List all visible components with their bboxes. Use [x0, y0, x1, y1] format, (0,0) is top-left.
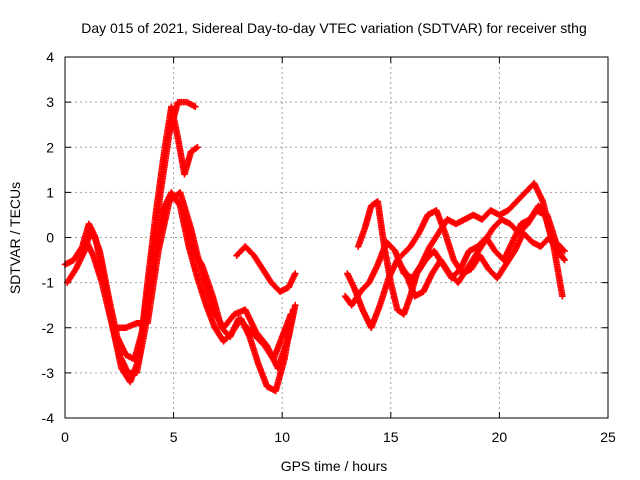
- data-points: [61, 98, 568, 395]
- data-point-marker: [561, 256, 568, 264]
- series-1: [61, 103, 201, 386]
- data-point-marker: [194, 143, 201, 151]
- data-point-marker: [291, 301, 299, 309]
- series-6: [233, 243, 299, 295]
- x-tick-label: 5: [170, 429, 178, 445]
- data-point-marker: [192, 103, 199, 110]
- data-point-marker: [561, 247, 568, 255]
- axis-ticks: 0 5 10 15 20 25 -4 -3 -2 -1 0 1 2 3 4: [42, 49, 616, 445]
- y-tick-label: -3: [42, 365, 55, 381]
- data-point-marker: [560, 255, 567, 263]
- y-tick-label: 2: [46, 139, 54, 155]
- series-7: [341, 180, 564, 309]
- data-point-marker: [192, 144, 200, 152]
- series-5: [178, 198, 295, 363]
- x-tick-label: 15: [383, 429, 399, 445]
- x-tick-label: 0: [61, 429, 69, 445]
- data-point-marker: [560, 246, 567, 254]
- y-tick-label: -1: [42, 275, 55, 291]
- data-point-marker: [291, 270, 299, 277]
- y-axis-label: SDTVAR / TECUs: [7, 182, 23, 294]
- x-tick-label: 10: [274, 429, 290, 445]
- chart-title: Day 015 of 2021, Sidereal Day-to-day VTE…: [81, 20, 587, 36]
- x-tick-label: 20: [492, 429, 508, 445]
- plot-frame: [64, 56, 609, 419]
- y-tick-label: 4: [46, 49, 54, 65]
- series-4: [111, 189, 299, 372]
- y-tick-label: 1: [46, 184, 54, 200]
- series-9: [354, 198, 568, 318]
- y-tick-label: 0: [46, 230, 54, 246]
- y-tick-label: 3: [46, 94, 54, 110]
- data-point-marker: [559, 292, 566, 300]
- series-10: [398, 207, 568, 282]
- data-point-marker: [287, 310, 295, 318]
- y-tick-label: -2: [42, 320, 55, 336]
- x-tick-label: 25: [600, 429, 616, 445]
- x-axis-label: GPS time / hours: [281, 458, 388, 474]
- y-tick-label: -4: [42, 410, 55, 426]
